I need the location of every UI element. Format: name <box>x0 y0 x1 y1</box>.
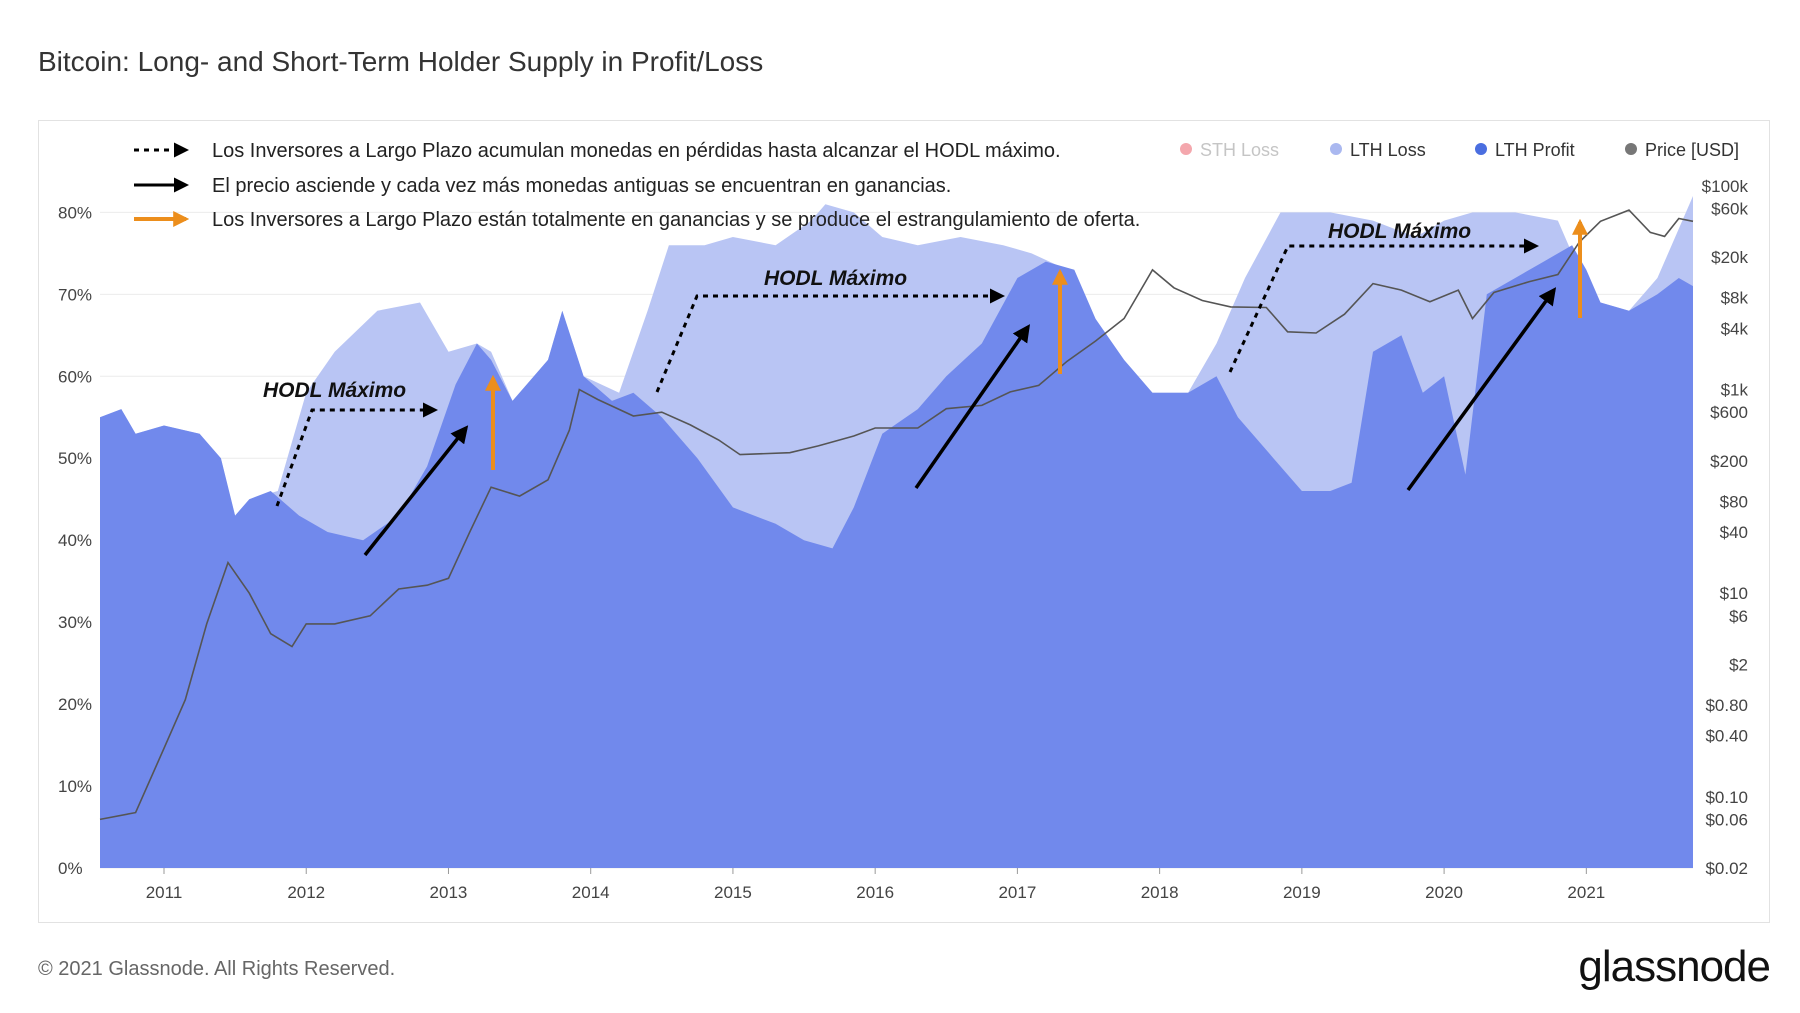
x-tick-label: 2019 <box>1283 883 1321 902</box>
lth-profit-area <box>100 245 1693 868</box>
y-right-tick-label: $600 <box>1710 403 1748 422</box>
legend-dot-price <box>1625 143 1637 155</box>
y-right-tick-label: $80 <box>1720 492 1748 511</box>
cycle-2021-annotations: HODL Máximo <box>1228 218 1588 492</box>
y-axis-left: 0% 10% 20% 30% 40% 50% 60% 70% 80% <box>58 203 92 878</box>
annotation-key: Los Inversores a Largo Plazo acumulan mo… <box>134 140 1140 231</box>
y-tick-label: 80% <box>58 203 92 222</box>
y-right-tick-label: $2 <box>1729 655 1748 674</box>
annotation-line3: Los Inversores a Largo Plazo están total… <box>212 209 1140 231</box>
legend: STH Loss LTH Loss LTH Profit Price [USD] <box>1180 140 1739 160</box>
y-right-tick-label: $200 <box>1710 452 1748 471</box>
y-tick-label: 0% <box>58 859 83 878</box>
y-right-tick-label: $0.02 <box>1705 859 1748 878</box>
rise-arrow-2021 <box>1406 287 1557 492</box>
legend-dot-lth-profit <box>1475 143 1487 155</box>
hodl-dotted-arrow-2017 <box>655 288 1005 393</box>
legend-sth-loss[interactable]: STH Loss <box>1200 140 1279 160</box>
y-right-tick-label: $4k <box>1721 319 1749 338</box>
y-right-tick-label: $0.10 <box>1705 788 1748 807</box>
x-tick-label: 2020 <box>1425 883 1463 902</box>
cycle-2013-annotations: HODL Máximo <box>263 374 501 557</box>
x-tick-label: 2012 <box>287 883 325 902</box>
chart-title: Bitcoin: Long- and Short-Term Holder Sup… <box>38 46 764 77</box>
x-tick-label: 2015 <box>714 883 752 902</box>
footer-copyright: © 2021 Glassnode. All Rights Reserved. <box>38 958 396 980</box>
price-line <box>99 209 1694 821</box>
x-tick-label: 2016 <box>856 883 894 902</box>
rise-arrow-2017 <box>914 324 1030 489</box>
legend-price[interactable]: Price [USD] <box>1645 140 1739 160</box>
chart-frame <box>38 120 1770 923</box>
y-right-tick-label: $60k <box>1711 200 1748 219</box>
x-tick-label: 2018 <box>1141 883 1179 902</box>
annotation-line1: Los Inversores a Largo Plazo acumulan mo… <box>212 140 1061 162</box>
hodl-label-2017: HODL Máximo <box>764 267 907 290</box>
y-right-tick-label: $100k <box>1702 177 1749 196</box>
y-right-tick-label: $10 <box>1720 584 1748 603</box>
hodl-dotted-arrow-2013 <box>275 402 438 507</box>
annotation-line2: El precio asciende y cada vez más moneda… <box>212 175 951 197</box>
brand-logo[interactable]: glassnode <box>1578 942 1771 991</box>
x-axis: 2011 2012 2013 2014 2015 2016 2017 2018 2019 2020… <box>146 868 1605 902</box>
x-tick-label: 2017 <box>998 883 1036 902</box>
y-tick-label: 50% <box>58 449 92 468</box>
legend-lth-profit[interactable]: LTH Profit <box>1495 140 1575 160</box>
y-right-tick-label: $6 <box>1729 607 1748 626</box>
x-tick-label: 2013 <box>430 883 468 902</box>
y-right-tick-label: $20k <box>1711 248 1748 267</box>
x-tick-label: 2021 <box>1567 883 1605 902</box>
hodl-dotted-arrow-2021 <box>1228 238 1539 373</box>
legend-dot-lth-loss <box>1330 143 1342 155</box>
hodl-label-2021: HODL Máximo <box>1328 220 1471 243</box>
y-right-tick-label: $0.06 <box>1705 810 1748 829</box>
y-right-tick-label: $40 <box>1720 523 1748 542</box>
legend-lth-loss[interactable]: LTH Loss <box>1350 140 1426 160</box>
y-tick-label: 10% <box>58 777 92 796</box>
y-right-tick-label: $1k <box>1721 381 1749 400</box>
y-tick-label: 20% <box>58 695 92 714</box>
y-tick-label: 70% <box>58 285 92 304</box>
x-tick-label: 2014 <box>572 883 610 902</box>
y-right-tick-label: $0.40 <box>1705 727 1748 746</box>
cycle-2017-annotations: HODL Máximo <box>655 267 1068 489</box>
y-right-tick-label: $0.80 <box>1705 696 1748 715</box>
x-tick-label: 2011 <box>146 883 183 902</box>
rise-arrow-2013 <box>363 425 469 557</box>
y-axis-right: $100k $60k $20k $8k $4k $1k $600 $200 $80 $40 $10 $… <box>1702 177 1749 878</box>
y-tick-label: 40% <box>58 531 92 550</box>
y-tick-label: 60% <box>58 367 92 386</box>
y-right-tick-label: $8k <box>1721 289 1749 308</box>
hodl-label-2013: HODL Máximo <box>263 379 406 402</box>
legend-dot-sth-loss <box>1180 143 1192 155</box>
y-tick-label: 30% <box>58 613 92 632</box>
